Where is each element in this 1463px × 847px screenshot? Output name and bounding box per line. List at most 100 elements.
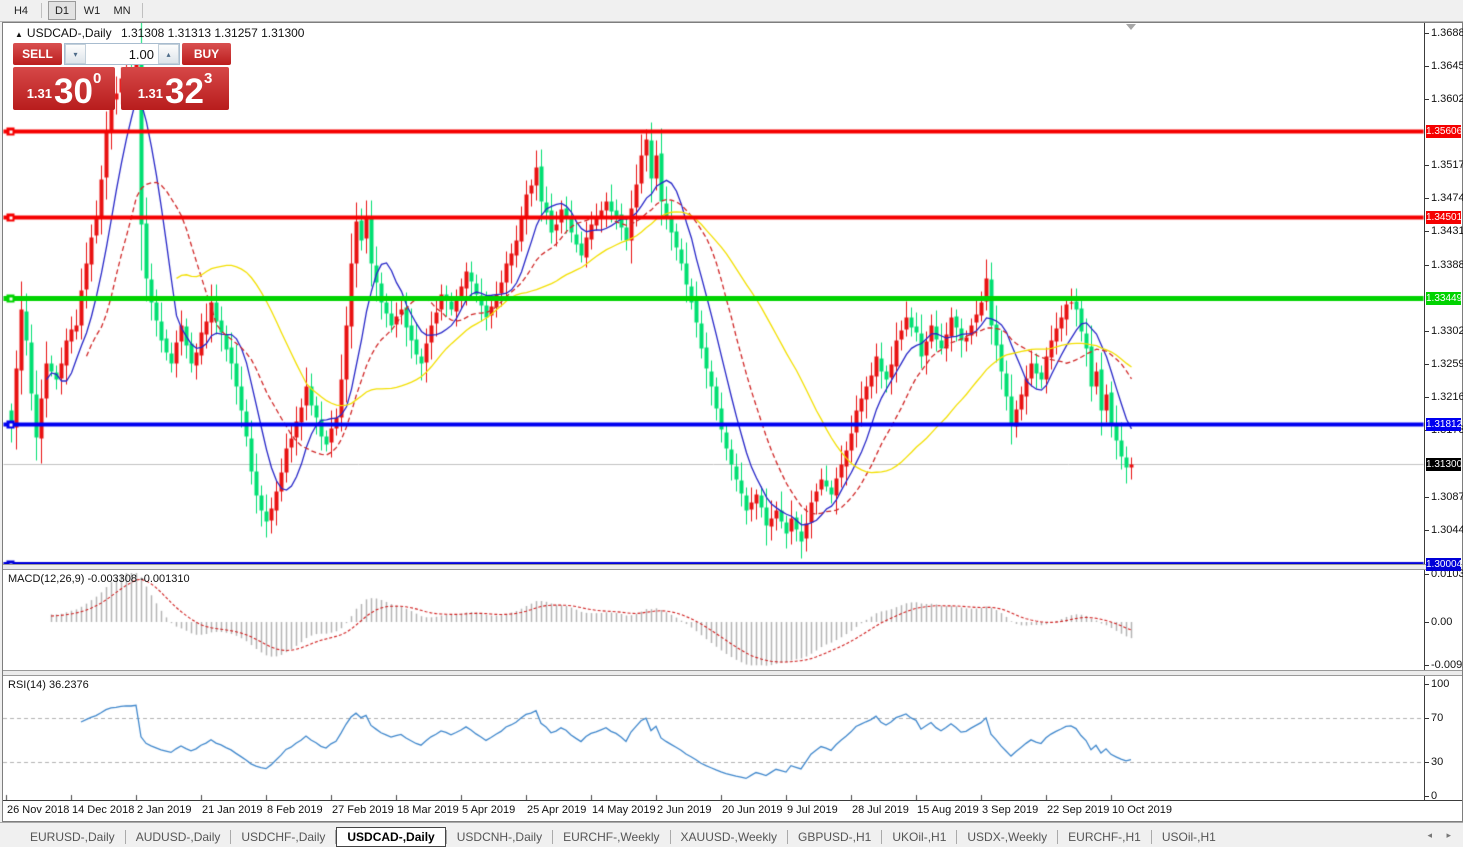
price-line-badge: 1.35606 <box>1426 125 1463 139</box>
sell-button[interactable]: SELL <box>13 43 62 65</box>
buy-button[interactable]: BUY <box>182 43 231 65</box>
tab-eurusddaily[interactable]: EURUSD-,Daily <box>30 830 115 844</box>
macd-tick-label: 0.010311 <box>1431 567 1463 580</box>
date-tick-label: 14 Dec 2018 <box>72 804 135 816</box>
tab-separator <box>230 830 232 844</box>
axis-tick <box>1425 796 1429 797</box>
sell-price-big: 30 <box>54 72 93 111</box>
timeframe-button-h4[interactable]: H4 <box>13 4 29 17</box>
tab-separator <box>124 830 126 844</box>
date-tick-label: 28 Jul 2019 <box>852 804 909 816</box>
rsi-label: RSI(14) 36.2376 <box>8 679 89 691</box>
buy-price-small: 1.31 <box>137 86 164 101</box>
price-line-badge: 1.33449 <box>1426 291 1463 305</box>
tab-usdcnhdaily[interactable]: USDCNH-,Daily <box>456 830 543 844</box>
price-tick-label: 1.36450 <box>1431 60 1463 73</box>
macd-tick-label: -0.009203 <box>1431 659 1463 671</box>
chart-symbol-label: USDCAD-,Daily <box>26 26 112 40</box>
axis-tick <box>1425 529 1429 531</box>
tab-xauusdweekly[interactable]: XAUUSD-,Weekly <box>680 830 777 844</box>
tab-ukoilh1[interactable]: UKOil-,H1 <box>892 830 947 844</box>
timeframe-toolbar: H4 D1 W1 MN <box>0 0 1463 22</box>
macd-label: MACD(12,26,9) -0.003308 -0.001310 <box>8 573 190 585</box>
timeframe-button-mn[interactable]: MN <box>113 4 131 17</box>
tab-usdxweekly[interactable]: USDX-,Weekly <box>967 830 1048 844</box>
price-tick-label: 1.34740 <box>1431 192 1463 205</box>
tab-separator <box>335 830 337 844</box>
axis-tick <box>1425 264 1429 266</box>
price-tick-label: 1.36020 <box>1431 93 1463 106</box>
tab-usdcaddaily[interactable]: USDCAD-,Daily <box>336 827 446 847</box>
tab-separator <box>445 830 447 844</box>
sell-price-sup: 0 <box>92 70 102 87</box>
axis-tick <box>1425 665 1429 666</box>
price-chart-canvas[interactable] <box>3 23 1424 564</box>
date-tick-label: 15 Aug 2019 <box>917 804 979 816</box>
tab-usdchfdaily[interactable]: USDCHF-,Daily <box>241 830 326 844</box>
timeframe-button-w1[interactable]: W1 <box>83 4 101 17</box>
chart-title: ▲ USDCAD-,Daily 1.31308 1.31313 1.31257 1… <box>15 26 304 40</box>
price-tick-label: 1.33020 <box>1431 324 1463 337</box>
volume-increase-icon[interactable]: ▴ <box>158 44 179 64</box>
tab-separator <box>881 830 883 844</box>
price-tick-label: 1.30440 <box>1431 523 1463 536</box>
tab-separator <box>1057 830 1059 844</box>
rsi-pane: RSI(14) 36.2376 100 70 30 0 <box>3 676 1462 802</box>
rsi-tick-label: 30 <box>1431 756 1444 769</box>
macd-axis: 0.010311 0.00 -0.009203 <box>1424 567 1463 671</box>
rsi-axis: 100 70 30 0 <box>1424 676 1461 802</box>
axis-tick <box>1425 330 1429 332</box>
axis-tick <box>1425 364 1429 366</box>
rsi-canvas[interactable] <box>3 676 1424 800</box>
date-tick-label: 9 Jul 2019 <box>787 804 838 816</box>
price-tick-label: 1.33880 <box>1431 258 1463 271</box>
price-tick-label: 1.30870 <box>1431 490 1463 503</box>
chart-shift-marker-icon[interactable] <box>1126 24 1136 30</box>
date-axis: 26 Nov 2018 14 Dec 2018 2 Jan 2019 21 Jan 2… <box>3 800 1462 821</box>
date-tick-label: 14 May 2019 <box>592 804 656 816</box>
tab-scroll-arrows[interactable]: ◂ ▸ <box>1427 830 1457 840</box>
rsi-tick-label: 100 <box>1431 678 1450 690</box>
volume-decrease-icon[interactable]: ▾ <box>65 44 86 64</box>
pane-divider[interactable] <box>3 564 1462 570</box>
tab-usoilh1[interactable]: USOil-,H1 <box>1161 830 1216 844</box>
timeframe-button-d1[interactable]: D1 <box>48 1 76 20</box>
price-tick-label: 1.32590 <box>1431 358 1463 371</box>
price-line-badge: 1.31812 <box>1426 418 1463 432</box>
axis-tick <box>1425 66 1429 68</box>
volume-spinner: ▾ ▴ <box>64 43 180 65</box>
pane-divider[interactable] <box>3 670 1462 676</box>
price-line-badge: 1.30004 <box>1426 557 1463 571</box>
price-tick-label: 1.34310 <box>1431 225 1463 238</box>
axis-tick <box>1425 198 1429 200</box>
buy-price-big: 32 <box>165 72 204 111</box>
tab-gbpusdh1[interactable]: GBPUSD-,H1 <box>798 830 872 844</box>
axis-tick <box>1425 164 1429 166</box>
axis-tick <box>1425 397 1429 399</box>
date-tick-label: 20 Jun 2019 <box>722 804 783 816</box>
price-tick-label: 1.36880 <box>1431 27 1463 39</box>
axis-tick <box>1425 33 1429 34</box>
date-tick-label: 2 Jan 2019 <box>137 804 192 816</box>
price-axis: 1.36880 1.36450 1.36020 1.35170 1.34740 1.343… <box>1424 23 1463 571</box>
tab-eurchfweekly[interactable]: EURCHF-,Weekly <box>563 830 660 844</box>
date-tick-label: 3 Sep 2019 <box>982 804 1039 816</box>
volume-input[interactable] <box>86 44 158 64</box>
buy-price-box[interactable]: 1.31 32 3 <box>121 67 229 110</box>
axis-tick <box>1425 496 1429 498</box>
price-tick-label: 1.32160 <box>1431 391 1463 404</box>
axis-tick <box>1425 762 1429 764</box>
price-pane: ▲ USDCAD-,Daily 1.31308 1.31313 1.31257 1… <box>3 23 1463 571</box>
tab-audusddaily[interactable]: AUDUSD-,Daily <box>135 830 221 844</box>
tab-separator <box>956 830 958 844</box>
sell-price-box[interactable]: 1.31 30 0 <box>13 67 115 110</box>
date-tick-label: 8 Feb 2019 <box>267 804 323 816</box>
price-line-badge: 1.34501 <box>1426 210 1463 224</box>
rsi-tick-label: 70 <box>1431 711 1444 724</box>
date-tick-label: 22 Sep 2019 <box>1047 804 1110 816</box>
rsi-tick-label: 0 <box>1431 790 1438 802</box>
axis-tick <box>1425 684 1429 685</box>
one-click-collapse-icon[interactable]: ▲ <box>15 30 23 39</box>
tab-eurchfh1[interactable]: EURCHF-,H1 <box>1068 830 1141 844</box>
macd-canvas[interactable] <box>3 570 1424 670</box>
